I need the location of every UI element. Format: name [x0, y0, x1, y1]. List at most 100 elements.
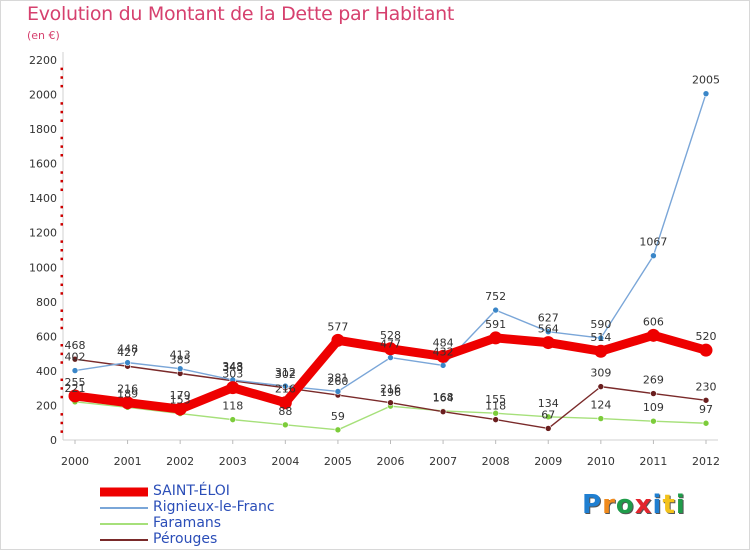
y-tick-label: 0 — [50, 434, 57, 447]
data-point — [387, 354, 394, 361]
data-label: 97 — [699, 403, 713, 416]
data-point — [229, 416, 237, 423]
legend-label: Pérouges — [153, 531, 218, 547]
legend-label: SAINT-ÉLOI — [153, 483, 230, 499]
data-point — [544, 425, 552, 432]
data-label: 577 — [327, 320, 348, 333]
chart-title: Evolution du Montant de la Dette par Hab… — [27, 3, 455, 25]
data-label: 484 — [433, 336, 454, 349]
y-tick-label: 400 — [36, 365, 57, 378]
data-label: 432 — [433, 345, 454, 358]
y-minor-tick — [60, 110, 63, 114]
y-tick-label: 800 — [36, 296, 57, 309]
y-minor-tick — [60, 171, 63, 174]
data-point — [282, 382, 289, 390]
data-label: 627 — [538, 312, 559, 325]
legend-swatch — [100, 507, 148, 509]
data-point — [489, 331, 503, 345]
x-tick-label: 2006 — [377, 455, 405, 468]
y-minor-tick — [60, 249, 63, 252]
chart-axes: 0 200 400 600 800 1000 1200 1400 1600 1800 2000 220… — [29, 52, 720, 468]
y-minor-tick — [60, 223, 63, 226]
x-tick-label: 2005 — [324, 455, 352, 468]
y-minor-tick — [60, 240, 63, 243]
data-label: 302 — [275, 368, 296, 381]
data-label: 343 — [222, 361, 243, 374]
y-minor-tick — [60, 361, 63, 364]
y-minor-tick — [60, 352, 63, 356]
legend-item: SAINT-ÉLOI — [100, 483, 320, 500]
y-minor-tick — [60, 76, 63, 79]
data-label: 281 — [327, 371, 348, 384]
data-label: 134 — [538, 397, 559, 410]
data-label: 216 — [275, 383, 296, 396]
data-label: 155 — [485, 393, 506, 406]
y-tick-label: 1400 — [29, 192, 57, 205]
y-minor-tick — [60, 387, 63, 390]
legend-swatch — [100, 523, 148, 525]
y-tick-label: 1200 — [29, 227, 57, 240]
data-point — [702, 419, 710, 427]
data-point — [387, 399, 394, 406]
legend-swatch — [100, 539, 148, 541]
x-tick-label: 2011 — [639, 455, 667, 468]
data-point — [282, 421, 289, 429]
data-label: 564 — [538, 323, 559, 336]
data-label: 514 — [590, 331, 611, 344]
x-tick-label: 2001 — [114, 455, 142, 468]
y-minor-tick — [60, 395, 63, 399]
y-minor-tick — [60, 378, 63, 382]
x-tick-label: 2007 — [429, 455, 457, 468]
x-tick-label: 2010 — [587, 455, 615, 468]
data-label: 164 — [433, 392, 454, 405]
data-label: 118 — [222, 400, 243, 413]
y-tick-label: 1600 — [29, 158, 57, 171]
data-point — [597, 334, 605, 342]
data-label: 448 — [117, 343, 138, 356]
data-point — [334, 388, 342, 395]
data-point — [176, 365, 184, 372]
data-point — [173, 402, 187, 416]
data-label: 109 — [643, 401, 664, 414]
y-minor-tick — [60, 84, 63, 88]
legend-label: Faramans — [153, 515, 222, 531]
legend-swatch — [100, 487, 148, 497]
data-point — [384, 342, 397, 356]
data-point — [597, 383, 605, 390]
y-minor-tick — [60, 102, 63, 105]
chart-subtitle: (en €) — [27, 29, 60, 42]
x-tick-label: 2002 — [166, 455, 194, 468]
data-point — [71, 367, 79, 374]
data-point — [124, 359, 131, 366]
data-label: 591 — [485, 318, 506, 331]
data-point — [226, 381, 240, 395]
y-tick-label: 1800 — [29, 123, 57, 136]
y-minor-tick — [60, 188, 63, 192]
y-minor-tick — [60, 326, 63, 330]
data-point — [650, 417, 657, 425]
data-label: 230 — [696, 380, 717, 393]
line-chart: 0 200 400 600 800 1000 1200 1400 1600 1800 2000 220… — [29, 52, 721, 468]
data-label: 196 — [380, 386, 401, 399]
legend-item: Pérouges — [100, 531, 320, 548]
y-minor-tick — [60, 154, 63, 157]
y-tick-label: 2200 — [29, 54, 57, 67]
y-tick-label: 2000 — [29, 89, 57, 102]
y-minor-tick — [60, 292, 63, 295]
data-labels-layer: 255 216 179 303 216 577 528 484 591 564 514 606 520 4… — [65, 74, 721, 423]
y-minor-tick — [60, 179, 63, 183]
data-label: 348 — [222, 360, 243, 373]
data-label: 153 — [170, 394, 191, 407]
data-label: 88 — [278, 405, 292, 418]
x-tick-label: 2008 — [482, 455, 510, 468]
data-point — [544, 328, 552, 336]
data-label: 255 — [65, 376, 86, 389]
y-minor-tick — [60, 119, 63, 122]
x-tick-label: 2012 — [692, 455, 720, 468]
data-point — [699, 343, 713, 357]
data-label: 2005 — [692, 74, 720, 87]
data-point — [278, 396, 292, 410]
y-minor-tick — [60, 274, 63, 278]
data-label: 590 — [590, 318, 611, 331]
data-point — [650, 390, 657, 397]
